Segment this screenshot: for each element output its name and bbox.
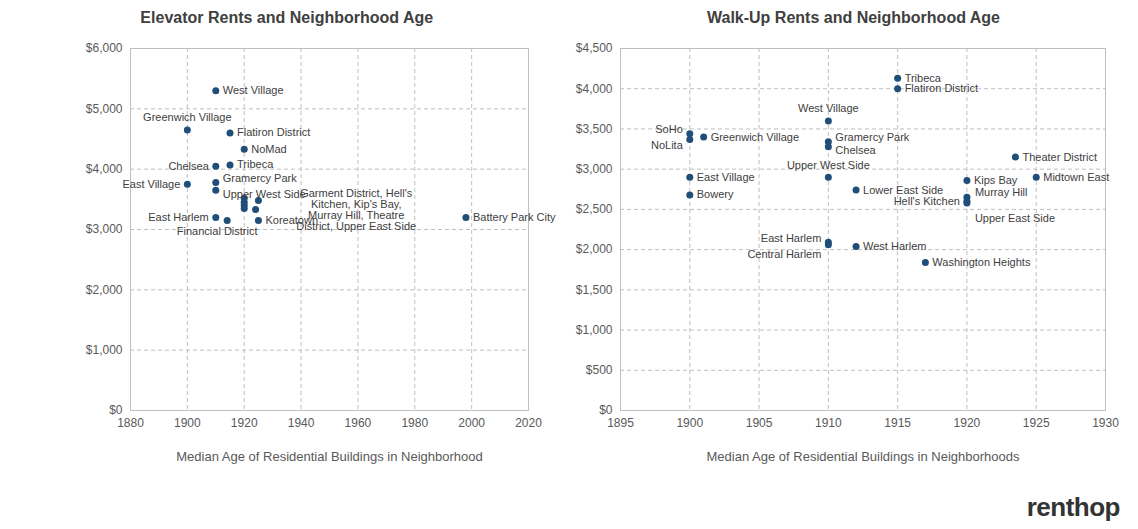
svg-text:Upper West Side: Upper West Side (787, 159, 870, 171)
svg-text:1920: 1920 (954, 416, 981, 430)
svg-text:Kips Bay: Kips Bay (974, 174, 1018, 186)
svg-text:$2,500: $2,500 (576, 202, 613, 216)
svg-text:$1,000: $1,000 (576, 323, 613, 337)
html-text:renthop: renthop (1026, 492, 1120, 522)
svg-text:$3,000: $3,000 (576, 162, 613, 176)
svg-text:Tribeca: Tribeca (237, 158, 274, 170)
svg-text:Greenwich Village: Greenwich Village (143, 111, 231, 123)
svg-text:East Village: East Village (697, 171, 755, 183)
svg-text:$0: $0 (599, 403, 613, 418)
svg-text:Garment District, Hell'sKitche: Garment District, Hell'sKitchen, Kip's B… (296, 187, 416, 232)
svg-text:Median Age of Residential Buil: Median Age of Residential Buildings in N… (707, 449, 1020, 464)
svg-text:2020: 2020 (515, 416, 542, 430)
svg-text:1905: 1905 (746, 416, 773, 430)
svg-text:West Village: West Village (798, 102, 859, 114)
svg-text:Bowery: Bowery (697, 188, 734, 200)
html-text:Walk-Up Rents and Neighborhood: Walk-Up Rents and Neighborhood Age (707, 9, 1000, 26)
svg-text:Median Age of Residential Buil: Median Age of Residential Buildings in N… (176, 449, 482, 464)
svg-text:West Village: West Village (223, 84, 284, 96)
svg-text:$2,000: $2,000 (576, 242, 613, 256)
svg-text:Financial District: Financial District (177, 225, 258, 237)
svg-text:1915: 1915 (884, 416, 911, 430)
html-text:Elevator Rents and Neighborhoo: Elevator Rents and Neighborhood Age (140, 9, 434, 26)
svg-text:Upper East Side: Upper East Side (975, 212, 1055, 224)
svg-text:Upper West Side: Upper West Side (223, 188, 306, 200)
svg-text:Theater District: Theater District (1022, 151, 1097, 163)
svg-text:Lower East Side: Lower East Side (863, 184, 943, 196)
svg-text:$6,000: $6,000 (86, 41, 123, 55)
svg-text:$1,000: $1,000 (86, 343, 123, 357)
svg-text:NoMad: NoMad (251, 143, 286, 155)
svg-text:Greenwich Village: Greenwich Village (711, 131, 799, 143)
svg-text:1930: 1930 (1092, 416, 1119, 430)
svg-text:$3,500: $3,500 (576, 122, 613, 136)
svg-text:$4,000: $4,000 (576, 82, 613, 96)
svg-text:NoLita: NoLita (651, 139, 684, 151)
svg-text:$4,000: $4,000 (86, 162, 123, 176)
svg-text:Battery Park City: Battery Park City (473, 211, 556, 223)
svg-text:2000: 2000 (458, 416, 485, 430)
svg-text:1910: 1910 (815, 416, 842, 430)
svg-text:Washington Heights: Washington Heights (932, 256, 1031, 268)
svg-text:SoHo: SoHo (655, 123, 683, 135)
svg-text:$4,500: $4,500 (576, 41, 613, 55)
svg-text:$2,000: $2,000 (86, 283, 123, 297)
svg-text:$500: $500 (586, 363, 613, 377)
svg-text:$0: $0 (109, 403, 123, 418)
svg-text:1895: 1895 (607, 416, 634, 430)
svg-text:Gramercy Park: Gramercy Park (223, 172, 297, 184)
svg-text:Midtown East: Midtown East (1043, 171, 1109, 183)
svg-text:1960: 1960 (345, 416, 372, 430)
svg-text:Flatiron District: Flatiron District (905, 82, 978, 94)
svg-text:West Harlem: West Harlem (863, 240, 926, 252)
svg-text:1900: 1900 (676, 416, 703, 430)
svg-text:Chelsea: Chelsea (835, 144, 876, 156)
svg-text:Hell's Kitchen: Hell's Kitchen (894, 195, 960, 207)
svg-text:1900: 1900 (174, 416, 201, 430)
svg-text:Gramercy Park: Gramercy Park (835, 131, 909, 143)
svg-text:Murray Hill: Murray Hill (975, 186, 1028, 198)
svg-text:Koreatown: Koreatown (265, 214, 318, 226)
svg-text:$3,000: $3,000 (86, 222, 123, 236)
svg-text:Central Harlem: Central Harlem (747, 248, 821, 260)
svg-text:$5,000: $5,000 (86, 102, 123, 116)
svg-text:East Harlem: East Harlem (148, 211, 209, 223)
svg-text:1880: 1880 (117, 416, 144, 430)
svg-text:1940: 1940 (288, 416, 315, 430)
svg-text:1920: 1920 (231, 416, 258, 430)
svg-text:East Harlem: East Harlem (761, 232, 822, 244)
svg-text:Tribeca: Tribeca (904, 71, 941, 84)
svg-text:1980: 1980 (401, 416, 428, 430)
svg-text:1925: 1925 (1023, 416, 1050, 430)
svg-text:$1,500: $1,500 (576, 283, 613, 297)
svg-text:East Village: East Village (122, 178, 180, 190)
svg-text:Chelsea: Chelsea (168, 160, 209, 172)
svg-text:Flatiron District: Flatiron District (237, 126, 310, 138)
